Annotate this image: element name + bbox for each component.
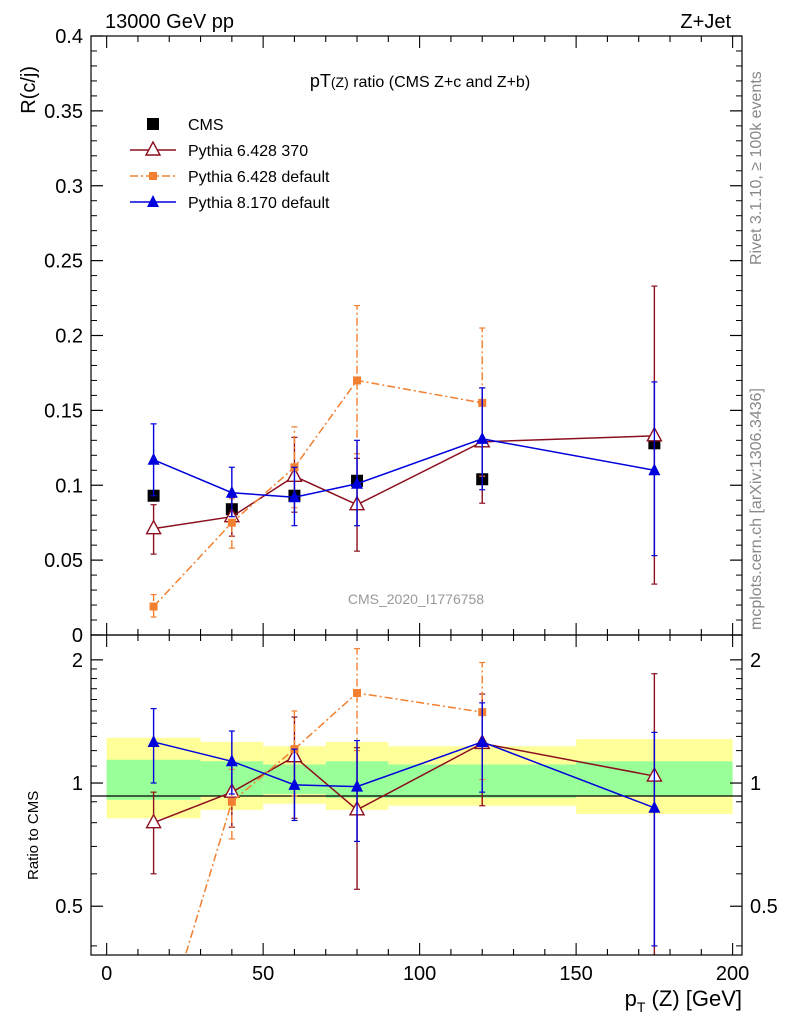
ratio-point xyxy=(476,734,489,747)
upper-ytick-label: 0 xyxy=(72,625,83,647)
upper-ytick-label: 0.2 xyxy=(55,326,83,348)
legend-marker xyxy=(144,140,162,156)
ratio-point xyxy=(353,688,362,697)
xtick-label: 100 xyxy=(403,963,436,985)
mcplots-label: mcplots.cern.ch [arXiv:1306.3436] xyxy=(748,388,765,630)
data-point xyxy=(476,431,489,444)
legend-marker xyxy=(147,195,159,207)
data-point xyxy=(147,452,160,465)
lower-ytick-label-right: 0.5 xyxy=(750,896,778,918)
lower-ytick-label: 1 xyxy=(72,773,83,795)
lower-ytick-label-right: 2 xyxy=(750,650,761,672)
upper-ytick-label: 0.35 xyxy=(44,101,83,123)
series-line xyxy=(153,438,655,498)
ratio-point xyxy=(147,734,160,747)
upper-panel: 0 0.05 0.1 0.15 0.2 0.25 0.3 0.35 0.4 pT(Z) rati… xyxy=(18,26,743,647)
data-point xyxy=(145,519,162,535)
analysis-watermark: CMS_2020_I1776758 xyxy=(348,591,484,607)
legend-marker xyxy=(147,118,159,130)
data-point xyxy=(225,485,238,498)
legend-label: Pythia 6.428 default xyxy=(188,169,330,186)
xaxis-label: pT (Z) [GeV] xyxy=(625,986,742,1015)
xlabel-rest: (Z) [GeV] xyxy=(645,986,742,1011)
ratio-point xyxy=(351,779,364,792)
legend-label: Pythia 8.170 default xyxy=(188,195,330,212)
legend-label: CMS xyxy=(188,117,224,134)
data-point xyxy=(353,376,362,385)
ratio-point xyxy=(648,800,661,813)
ratio-line xyxy=(184,692,483,955)
lower-ytick-label-right: 1 xyxy=(750,773,761,795)
process-label: Z+Jet xyxy=(680,11,731,33)
title-main: pT xyxy=(310,71,331,91)
xlabel-sub: T xyxy=(637,999,646,1015)
xtick-label: 200 xyxy=(716,963,749,985)
lower-ylabel: Ratio to CMS xyxy=(25,791,42,880)
title-sub: (Z) xyxy=(331,74,349,90)
legend-label: Pythia 6.428 370 xyxy=(188,143,308,160)
legend: CMS Pythia 6.428 370 Pythia 6.428 default P… xyxy=(130,117,330,212)
ratio-line xyxy=(153,741,655,809)
lower-ytick-label: 2 xyxy=(72,650,83,672)
upper-ytick-label: 0.25 xyxy=(44,251,83,273)
upper-ylabel: R(c/j) xyxy=(18,66,40,114)
data-point xyxy=(288,490,301,503)
ratio-point xyxy=(145,813,162,829)
data-point xyxy=(227,518,236,527)
upper-ytick-label: 0.4 xyxy=(55,26,83,48)
xtick-label: 150 xyxy=(559,963,592,985)
legend-marker xyxy=(149,172,157,180)
ratio-line xyxy=(153,742,655,824)
upper-ytick-label: 0.1 xyxy=(55,475,83,497)
upper-ytick-label: 0.05 xyxy=(44,550,83,572)
xtick-label: 50 xyxy=(252,963,274,985)
data-point xyxy=(149,602,158,611)
upper-ytick-label: 0.15 xyxy=(44,400,83,422)
title-rest: ratio (CMS Z+c and Z+b) xyxy=(349,74,530,91)
lower-frame xyxy=(90,634,743,956)
ratio-point xyxy=(227,797,236,806)
energy-label: 13000 GeV pp xyxy=(105,11,234,33)
data-point xyxy=(648,463,661,476)
series-line xyxy=(153,379,483,608)
lower-panel: 0.5 0.5 1 1 2 2 0 50 100 150 200 Ratio to CMS pT (… xyxy=(25,634,778,1015)
chart-title: pT(Z) ratio (CMS Z+c and Z+b) xyxy=(310,71,530,91)
ratio-point xyxy=(225,754,238,767)
data-point xyxy=(351,476,364,489)
xlabel-main: p xyxy=(625,986,637,1011)
rivet-label: Rivet 3.1.10, ≥ 100k events xyxy=(748,71,765,265)
xtick-label: 0 xyxy=(101,963,112,985)
upper-ytick-label: 0.3 xyxy=(55,176,83,198)
lower-ytick-label: 0.5 xyxy=(55,896,83,918)
ratio-point xyxy=(288,777,301,790)
